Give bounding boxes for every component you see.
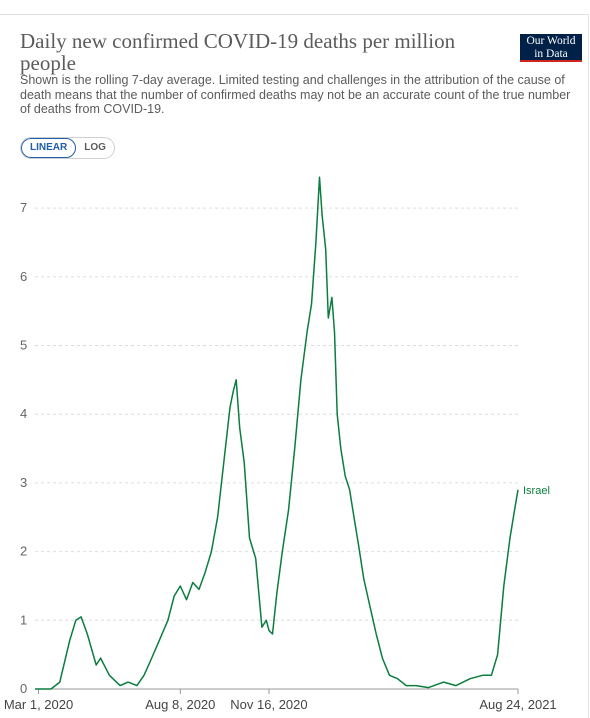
owid-logo[interactable]: Our World in Data	[520, 34, 582, 62]
y-tick-label: 3	[20, 475, 27, 490]
log-scale-button[interactable]: LOG	[84, 142, 106, 153]
y-tick-label: 7	[20, 200, 27, 215]
y-tick-label: 0	[20, 681, 27, 696]
logo-line-2: in Data	[534, 48, 568, 60]
chart-subtitle: Shown is the rolling 7-day average. Limi…	[20, 73, 571, 116]
x-tick-label: Aug 8, 2020	[145, 697, 215, 712]
logo-accent-bar	[520, 60, 582, 62]
scale-toggle[interactable]: LINEAR LOG	[20, 137, 115, 159]
chart-title: Daily new confirmed COVID-19 deaths per …	[20, 29, 456, 75]
y-tick-label: 1	[20, 612, 27, 627]
chart-card	[0, 14, 589, 718]
x-tick-label: Mar 1, 2020	[4, 697, 73, 712]
x-tick-label: Nov 16, 2020	[230, 697, 307, 712]
y-tick-label: 4	[20, 406, 27, 421]
x-tick-label: Aug 24, 2021	[479, 697, 556, 712]
y-tick-label: 5	[20, 338, 27, 353]
linear-scale-button[interactable]: LINEAR	[21, 138, 77, 158]
y-tick-label: 6	[20, 269, 27, 284]
series-label-israel[interactable]: Israel	[523, 485, 550, 497]
series-line-israel[interactable]	[35, 176, 519, 690]
logo-line-1: Our World	[526, 35, 576, 47]
y-tick-label: 2	[20, 544, 27, 559]
